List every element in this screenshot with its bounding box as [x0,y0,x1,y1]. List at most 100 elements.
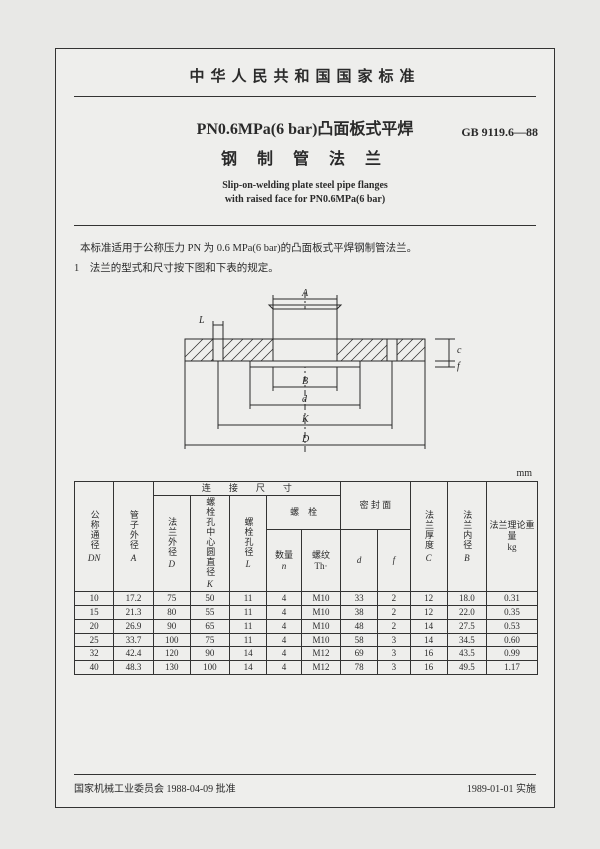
table-cell: 11 [230,619,267,633]
dim-B: B [302,376,308,387]
table-body: 1017.27550114M103321218.00.311521.380551… [75,592,538,675]
table-cell: 27.5 [447,619,486,633]
table-cell: 11 [230,592,267,606]
hdr-kg: 法兰理论重 量 [489,520,543,541]
table-cell: M12 [301,647,340,661]
dim-D: D [301,434,310,445]
table-cell: 75 [153,592,190,606]
table-cell: 11 [230,606,267,620]
dim-K: K [301,414,310,425]
table-cell: 3 [378,647,410,661]
hdr-th: 螺纹 [312,550,330,560]
dim-A: A [301,288,309,299]
table-cell: 16 [410,661,447,675]
hdr-kg-unit: kg [507,542,516,552]
footer: 国家机械工业委员会 1988-04-09 批准 1989-01-01 实施 [74,774,536,795]
table-cell: 100 [190,661,229,675]
table-cell: 22.0 [447,606,486,620]
hdr-n: 数量 [275,550,293,560]
header-rule [74,96,536,97]
table-cell: 40 [75,661,114,675]
table-cell: 21.3 [114,606,153,620]
table-cell: M10 [301,633,340,647]
table-cell: 10 [75,592,114,606]
table-cell: 14 [230,647,267,661]
table-cell: 3 [378,633,410,647]
table-cell: 33.7 [114,633,153,647]
mid-rule [74,225,536,226]
table-cell: 16 [410,647,447,661]
table-cell: 78 [341,661,378,675]
hdr-dn: 公称通径 [89,510,100,550]
table-cell: 48 [341,619,378,633]
table-cell: 50 [190,592,229,606]
table-cell: 3 [378,661,410,675]
table-cell: 4 [267,592,302,606]
table-cell: 4 [267,619,302,633]
hdr-n-sym: n [282,561,287,571]
table-cell: 14 [410,633,447,647]
clause-1: 1 法兰的型式和尺寸按下图和下表的规定。 [74,260,530,275]
table-cell: 0.31 [486,592,537,606]
hdr-K-sym: K [207,579,213,589]
title-en-line1: Slip-on-welding plate steel pipe flanges [222,180,388,191]
table-cell: 26.9 [114,619,153,633]
table-cell: 69 [341,647,378,661]
hdr-C-sym: C [426,553,432,563]
table-cell: 42.4 [114,647,153,661]
hdr-D: 法兰外径 [166,517,177,557]
dimensions-table: 公称通径DN 管子外径A 连 接 尺 寸 密 封 面 法兰厚度C 法兰内径B 法… [74,481,538,675]
dim-d: d [302,394,308,405]
hdr-dn-sym: DN [88,553,101,563]
title-en: Slip-on-welding plate steel pipe flanges… [74,179,536,207]
table-cell: 11 [230,633,267,647]
hdr-B-sym: B [464,553,470,563]
table-cell: 2 [378,619,410,633]
table-cell: 14 [410,619,447,633]
hdr-conn: 连 接 尺 寸 [153,481,340,495]
table-row: 1521.38055114M103821222.00.35 [75,606,538,620]
table-row: 2026.99065114M104821427.50.53 [75,619,538,633]
table-cell: 38 [341,606,378,620]
title-block: PN0.6MPa(6 bar)凸面板式平焊 钢 制 管 法 兰 GB 9119.… [74,115,536,207]
page-frame: 中华人民共和国国家标准 PN0.6MPa(6 bar)凸面板式平焊 钢 制 管 … [55,48,555,808]
table-cell: M10 [301,619,340,633]
title-en-line2: with raised face for PN0.6MPa(6 bar) [225,194,385,205]
table-cell: 1.17 [486,661,537,675]
table-cell: 120 [153,647,190,661]
table-row: 3242.412090144M126931643.50.99 [75,647,538,661]
table-cell: 4 [267,647,302,661]
table-cell: 4 [267,606,302,620]
table-cell: 15 [75,606,114,620]
table-cell: 12 [410,592,447,606]
hdr-D-sym: D [168,559,175,569]
table-cell: 130 [153,661,190,675]
table-cell: 17.2 [114,592,153,606]
hdr-th-sym: Th· [314,561,327,571]
footer-right: 1989-01-01 实施 [467,780,536,795]
dim-f: f [457,361,461,372]
table-cell: 20 [75,619,114,633]
table-cell: 90 [153,619,190,633]
title-cn-line2: 钢 制 管 法 兰 [74,145,536,169]
table-cell: 34.5 [447,633,486,647]
table-cell: 14 [230,661,267,675]
table-cell: 32 [75,647,114,661]
table-cell: M10 [301,592,340,606]
table-cell: M10 [301,606,340,620]
table-cell: 2 [378,606,410,620]
table-cell: 25 [75,633,114,647]
table-cell: 0.53 [486,619,537,633]
table-cell: 65 [190,619,229,633]
hdr-B: 法兰内径 [461,510,472,550]
table-row: 4048.3130100144M127831649.51.17 [75,661,538,675]
table-cell: 43.5 [447,647,486,661]
flange-diagram: A L B d K D c f [135,287,475,462]
unit-label: mm [56,468,532,479]
table-cell: 90 [190,647,229,661]
hdr-K: 螺栓孔中心圆直径 [204,497,215,577]
hdr-bolt: 螺 栓 [267,495,341,530]
dim-L: L [198,315,205,326]
dim-c: c [457,345,462,356]
table-cell: M12 [301,661,340,675]
